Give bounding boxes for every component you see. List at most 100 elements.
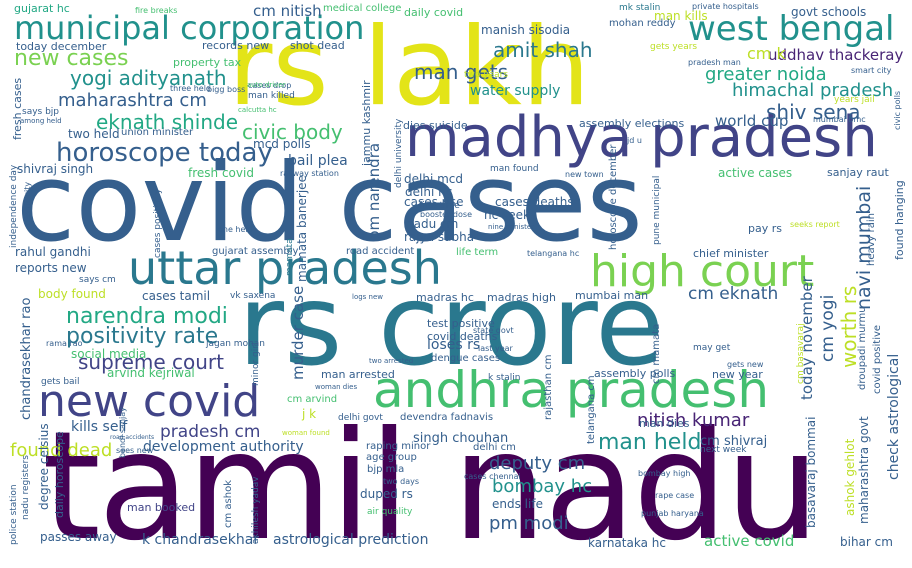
word-check-astrological: check astrological bbox=[886, 353, 902, 480]
word-two-years: two years bbox=[464, 70, 509, 80]
word-active-cases: active cases bbox=[718, 166, 793, 180]
word-manish-sisodia: manish sisodia bbox=[481, 23, 571, 37]
word-medical-college: medical college bbox=[323, 3, 402, 14]
word-delhi-university: delhi university bbox=[394, 118, 404, 188]
word-uddhav-thackeray: uddhav thackeray bbox=[768, 46, 904, 64]
word-cases-deaths: cases deaths bbox=[495, 195, 574, 209]
word-covid-positive: covid positive bbox=[872, 324, 883, 394]
word-union-minister: union minister bbox=[121, 127, 194, 138]
word-dengue-cases: dengue cases bbox=[431, 353, 501, 364]
word-logs-new: logs new bbox=[352, 293, 384, 301]
word-found-hanging: found hanging bbox=[893, 180, 906, 260]
word-calcutta-hc: calcutta hc bbox=[238, 106, 277, 114]
word-shot-dead: shot dead bbox=[290, 39, 345, 52]
word-arvind-kejriwal: arvind kejriwal bbox=[107, 366, 195, 380]
word-daily-covid: daily covid bbox=[404, 6, 464, 19]
word-man-kills: man kills bbox=[654, 9, 708, 23]
word-rs-crore: rs crore bbox=[238, 261, 665, 391]
word-jammu-kashmir: jammu kashmir bbox=[360, 80, 373, 166]
word-delhi-hc: delhi hc bbox=[405, 185, 453, 199]
word-cm-yogi: cm yogi bbox=[818, 294, 838, 362]
word-road-accidents: road accidents bbox=[110, 434, 155, 441]
word-auto-driver: auto driver bbox=[247, 81, 286, 89]
word-telangana-cm: telangana cm bbox=[586, 375, 597, 444]
word-private-hospitals: private hospitals bbox=[692, 2, 759, 11]
word-new-cases: new cases bbox=[14, 46, 129, 71]
word-says-bjp: says bjp bbox=[22, 107, 60, 117]
word-gets-new: gets new bbox=[727, 360, 764, 369]
word-madhya-pradesh: madhya pradesh bbox=[405, 105, 878, 170]
word-rama-rao: rama rao bbox=[46, 339, 83, 348]
word-man-arrested: man arrested bbox=[321, 368, 395, 381]
word-bail-plea: bail plea bbox=[288, 153, 348, 169]
word-nine-minister: nine minister bbox=[488, 223, 535, 231]
word-bigg-boss: bigg boss bbox=[207, 85, 246, 94]
word-chief-minister: chief minister bbox=[693, 247, 769, 260]
word-kills-self: kills self bbox=[71, 419, 128, 435]
word-state-govt: state govt bbox=[473, 326, 514, 335]
word-nitish-kumar: nitish kumar bbox=[637, 410, 750, 431]
word-mcd-polls: mcd polls bbox=[253, 137, 311, 151]
word-pm-modi: pm modi bbox=[489, 513, 569, 534]
word-gets-bail: gets bail bbox=[41, 377, 80, 387]
word-bombay-high: bombay high bbox=[638, 469, 691, 478]
word-gujarat-hc: gujarat hc bbox=[14, 2, 70, 15]
word-shivraj-singh: shivraj singh bbox=[17, 162, 94, 176]
word-cm-nitish: cm nitish bbox=[253, 2, 322, 20]
word-three-held: three held bbox=[170, 84, 211, 93]
word-positivity-rate: positivity rate bbox=[66, 324, 219, 349]
word-rajasthan-cm: rajasthan cm bbox=[543, 354, 554, 421]
word-droupadi-murmu: droupadi murmu bbox=[857, 306, 868, 390]
word-says-cm: says cm bbox=[79, 275, 116, 285]
word-gujarat-assembly: gujarat assembly bbox=[212, 246, 299, 257]
word-nadu-registers: nadu registers bbox=[21, 455, 31, 520]
word-independence-day: independence day bbox=[9, 164, 19, 248]
word-ashok-gehlot: ashok gehlot bbox=[843, 438, 857, 516]
word-minor-girl: minor girl bbox=[251, 342, 261, 386]
word-maharashtra-cm: maharashtra cm bbox=[58, 90, 207, 111]
word-two-arrested: two arrested bbox=[369, 357, 414, 365]
word-horoscope-december: horoscope december bbox=[608, 144, 619, 250]
word-akhilesh-yadav: akhilesh yadav bbox=[251, 476, 261, 544]
word-sees-new: sees new bbox=[116, 446, 154, 455]
word-karnataka-hc: karnataka hc bbox=[588, 536, 666, 550]
word-may-get: may get bbox=[693, 343, 731, 353]
word-delhi-cm: delhi cm bbox=[473, 442, 516, 453]
word-social-media: social media bbox=[71, 347, 147, 361]
word-records-new: records new bbox=[202, 39, 270, 52]
word-madras-high: madras high bbox=[487, 291, 556, 304]
word-vk-saxena: vk saxena bbox=[230, 291, 276, 301]
word-heavy-rain: heavy rain bbox=[866, 213, 877, 266]
word-pune-municipal: pune municipal bbox=[652, 175, 662, 245]
word-telangana-hc: telangana hc bbox=[527, 249, 580, 258]
word-jd-u: jd u bbox=[627, 136, 642, 145]
word-cases-tamil: cases tamil bbox=[142, 289, 211, 303]
word-madras-hc: madras hc bbox=[416, 291, 474, 304]
word-assembly-polls: assembly polls bbox=[594, 367, 676, 380]
word-new-covid: new covid bbox=[38, 376, 261, 427]
word-two-held: two held bbox=[68, 127, 120, 141]
word-woman-found: woman found bbox=[282, 429, 330, 437]
word-civic-body: civic body bbox=[242, 120, 343, 144]
word-supreme-court: supreme court bbox=[78, 350, 224, 374]
word-deputy-cm: deputy cm bbox=[489, 453, 586, 474]
word-hc-seeks: hc seeks bbox=[484, 208, 537, 222]
word-himachal-pradesh: himachal pradesh bbox=[732, 80, 894, 101]
word-cases-drop: cases drop bbox=[248, 81, 292, 90]
word-cases-positivity: cases positivity bbox=[153, 188, 163, 258]
word-man-held: man held bbox=[598, 430, 702, 455]
word-cm-k: cm k bbox=[747, 44, 786, 63]
word-uttar-pradesh: uttar pradesh bbox=[128, 241, 442, 295]
word-test-positive: test positive bbox=[427, 317, 495, 330]
word-bombay-hc: bombay hc bbox=[492, 476, 593, 497]
word-cm-arvind: cm arvind bbox=[287, 394, 338, 405]
word-pay-rs: pay rs bbox=[748, 222, 782, 235]
word-rajya-sabha: rajya sabha bbox=[404, 230, 475, 244]
word-fire-breaks: fire breaks bbox=[135, 6, 178, 15]
word-jagan-mohan: jagan mohan bbox=[206, 339, 266, 349]
word-reports-new: reports new bbox=[15, 261, 87, 275]
word-municipal-corporation: municipal corporation bbox=[14, 9, 365, 47]
word-today-december: today december bbox=[16, 40, 107, 53]
word-k-stalin: k stalin bbox=[488, 373, 521, 383]
word-passes-away: passes away bbox=[40, 530, 117, 544]
